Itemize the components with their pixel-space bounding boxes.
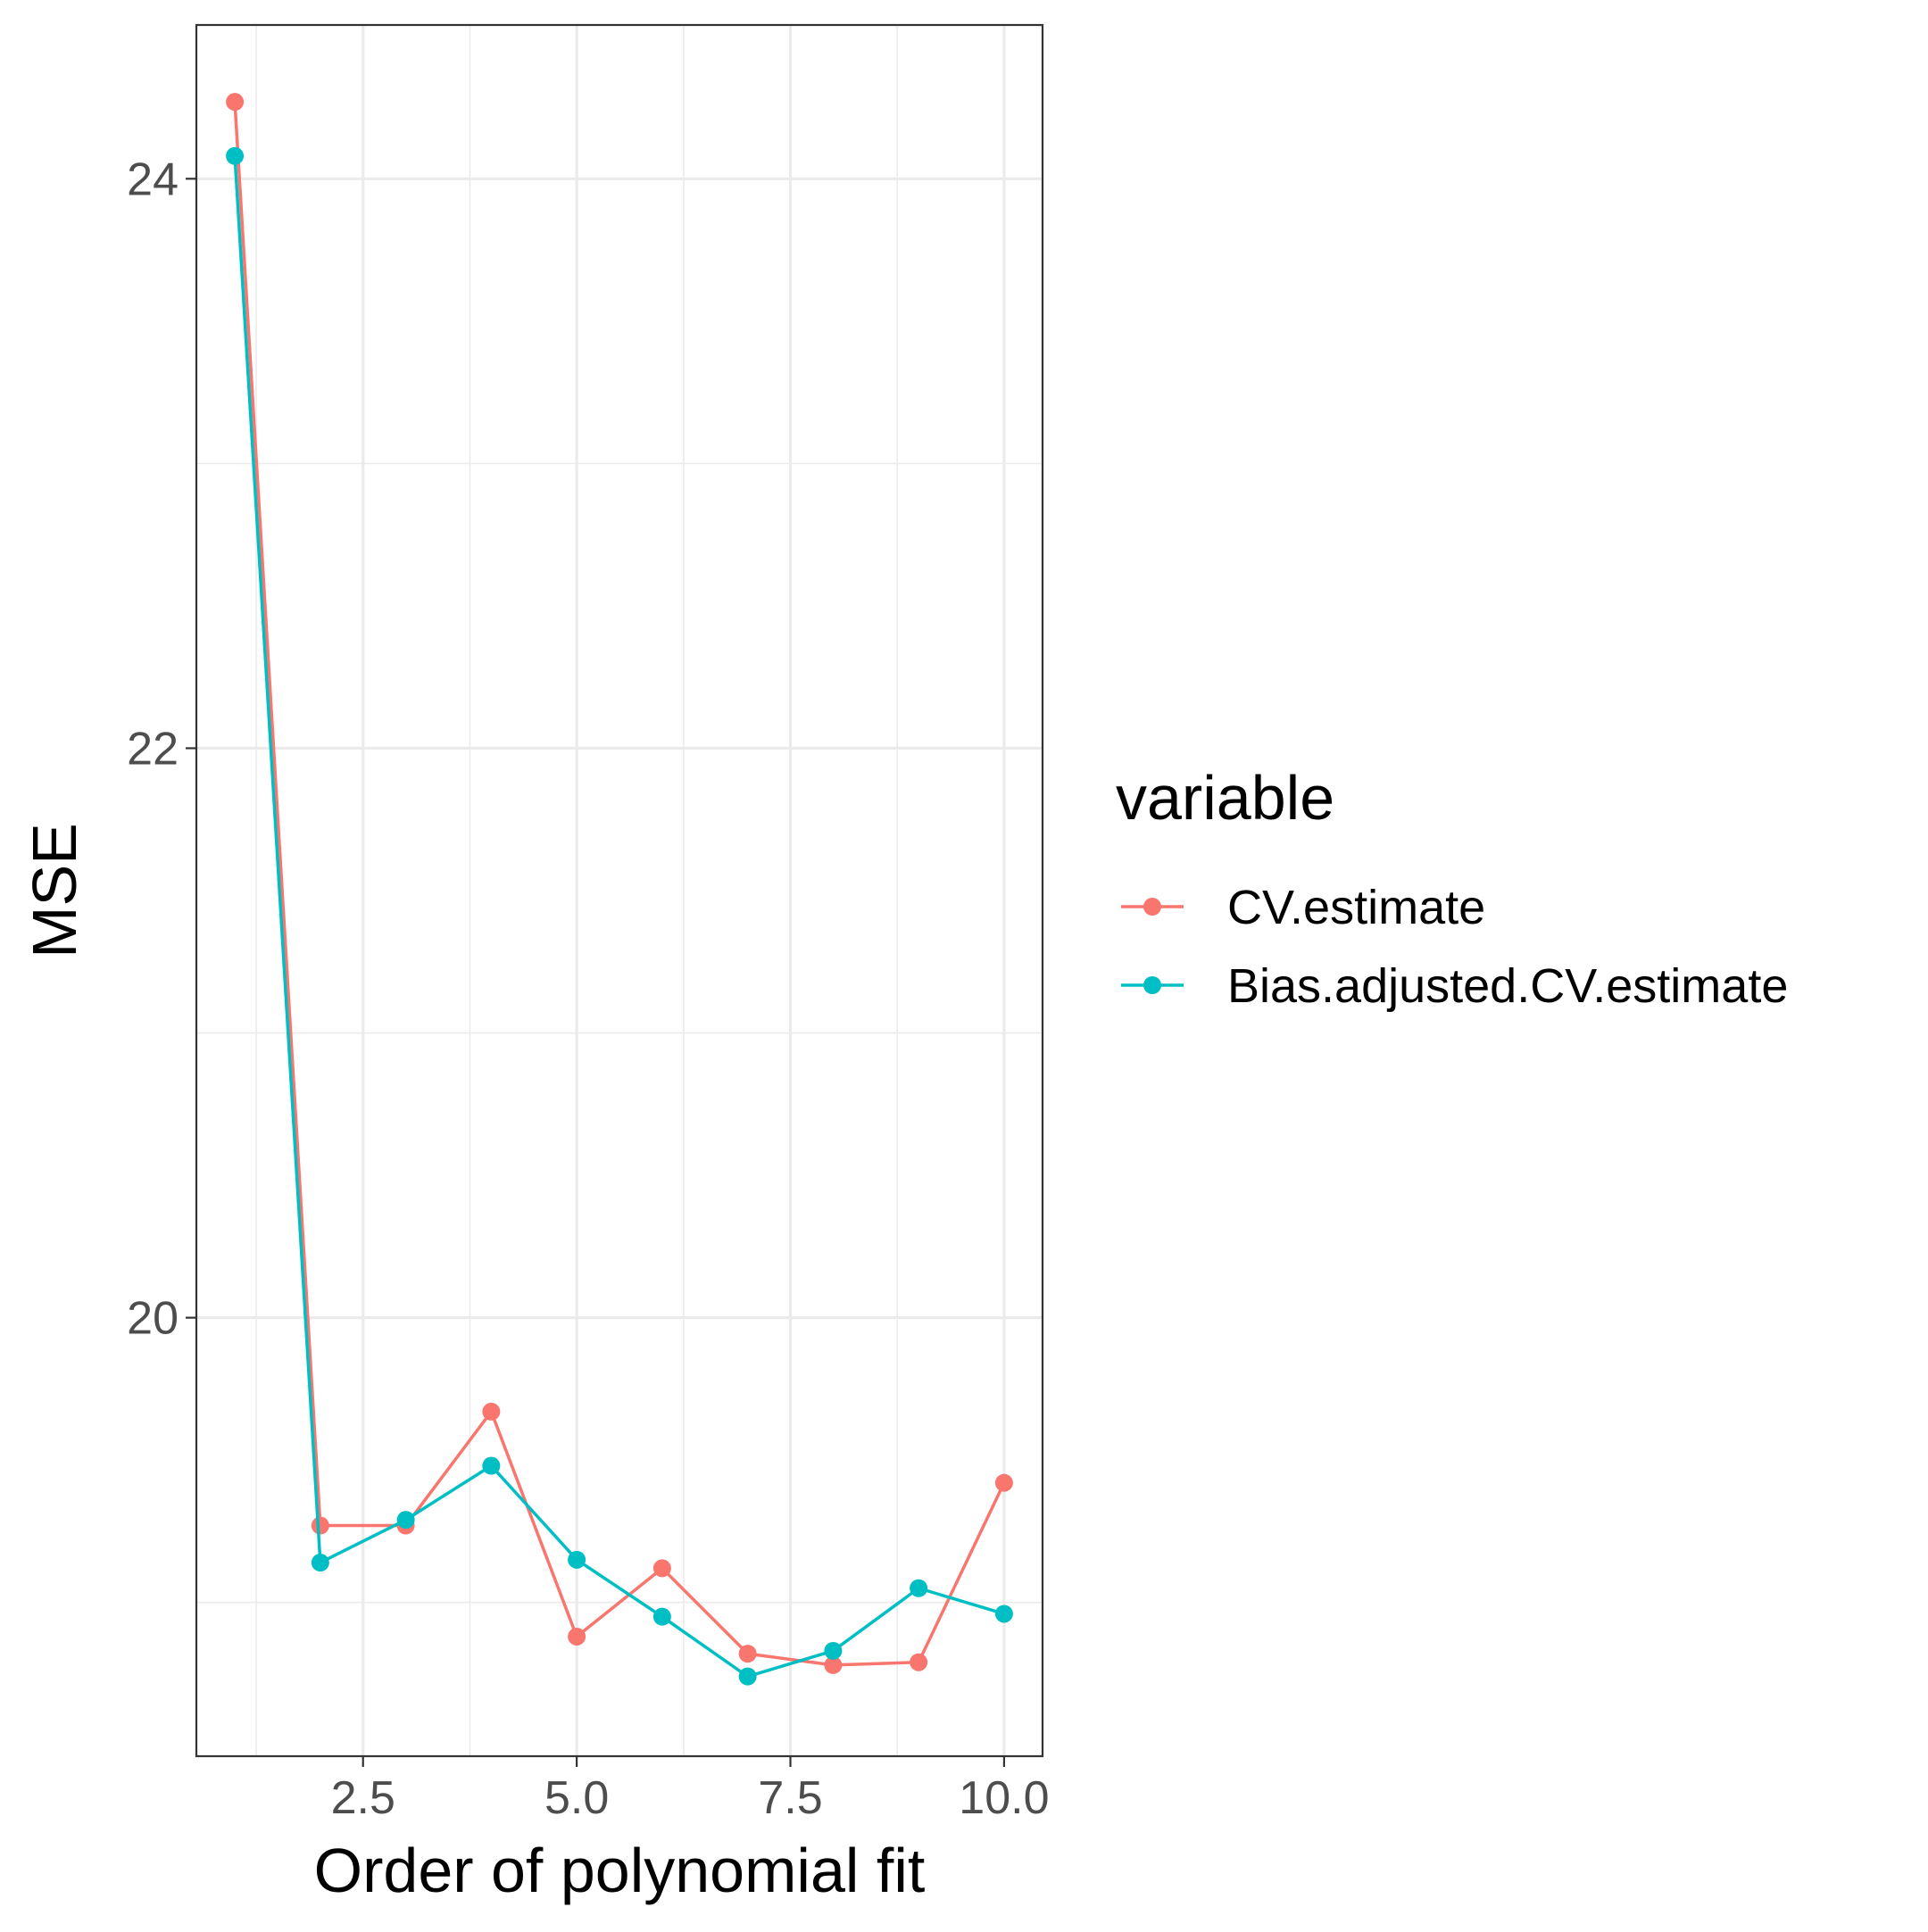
series-layer <box>226 93 1013 1686</box>
data-point <box>824 1655 843 1674</box>
series-line <box>233 155 1005 1679</box>
axes: 2.5 5.0 7.5 10.0 20 22 24 <box>127 153 1049 1824</box>
legend-label: Bias.adjusted.CV.estimate <box>1227 959 1788 1013</box>
data-point <box>824 1641 843 1660</box>
legend-item-2: Bias.adjusted.CV.estimate <box>1121 959 1788 1013</box>
series-2 <box>226 146 1013 1686</box>
legend-item-1: CV.estimate <box>1121 881 1485 934</box>
data-point <box>226 146 245 165</box>
data-point <box>568 1550 586 1569</box>
data-point <box>652 1559 671 1578</box>
panel-border <box>195 23 1044 1758</box>
x-tick-label: 7.5 <box>758 1772 822 1824</box>
x-tick-label: 5.0 <box>544 1772 609 1824</box>
legend-label: CV.estimate <box>1227 881 1485 934</box>
y-tick-label: 20 <box>127 1293 179 1345</box>
data-point <box>738 1667 757 1686</box>
y-tick-label: 24 <box>127 153 179 205</box>
data-point <box>482 1402 501 1421</box>
data-point <box>994 1604 1013 1623</box>
data-point <box>738 1645 757 1663</box>
grid <box>196 25 1043 1756</box>
data-point <box>652 1607 671 1626</box>
data-point <box>226 93 245 112</box>
data-point <box>910 1653 928 1671</box>
data-point <box>568 1627 586 1646</box>
legend-key-point <box>1143 976 1161 994</box>
data-point <box>994 1473 1013 1492</box>
legend: variable CV.estimate Bias.adjusted.CV.est… <box>1116 763 1788 1013</box>
series-line <box>233 102 1006 1667</box>
data-point <box>482 1456 501 1475</box>
x-tick-label: 10.0 <box>959 1772 1049 1824</box>
data-point <box>396 1511 415 1530</box>
x-axis-title: Order of polynomial fit <box>314 1836 926 1905</box>
data-point <box>910 1579 928 1597</box>
y-axis-title: MSE <box>20 823 89 958</box>
data-point <box>311 1554 329 1572</box>
data-point <box>311 1516 329 1535</box>
legend-title: variable <box>1116 763 1334 833</box>
y-tick-label: 22 <box>127 723 179 775</box>
legend-key-point <box>1143 898 1161 916</box>
x-tick-label: 2.5 <box>331 1772 395 1824</box>
